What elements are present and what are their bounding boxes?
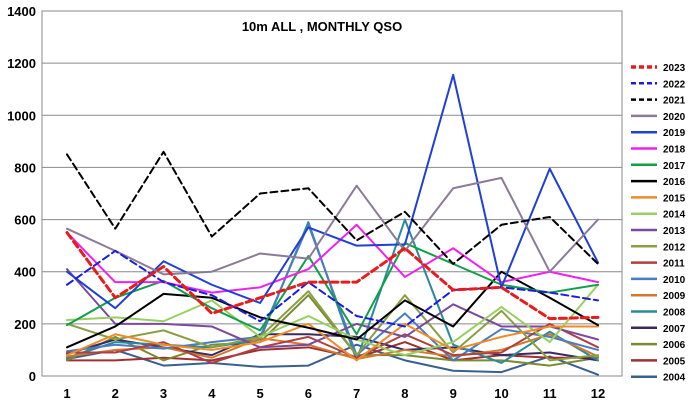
legend-label-2015: 2015 <box>663 193 686 204</box>
series-line-2012 <box>66 290 599 362</box>
legend-label-2019: 2019 <box>663 128 686 139</box>
legend-label-2020: 2020 <box>663 112 686 123</box>
series-line-2016 <box>66 270 599 349</box>
plot-area <box>41 10 623 377</box>
series-line-2010 <box>66 223 599 362</box>
legend-label-2005: 2005 <box>663 356 686 367</box>
x-tick-label: 8 <box>401 386 408 401</box>
legend-label-2008: 2008 <box>663 308 686 319</box>
y-tick-label: 400 <box>14 265 36 280</box>
y-tick-label: 200 <box>14 317 36 332</box>
legend-label-2018: 2018 <box>663 145 686 156</box>
y-tick-label: 800 <box>14 160 36 175</box>
x-tick-label: 5 <box>256 386 263 401</box>
legend-label-2007: 2007 <box>663 324 686 335</box>
series-line-2007 <box>66 333 599 362</box>
legend-label-2014: 2014 <box>663 210 686 221</box>
y-tick-label: 1000 <box>7 108 36 123</box>
x-tick-label: 12 <box>591 386 605 401</box>
series-line-2017 <box>66 242 599 336</box>
y-axis-ticks: 0 200 400 600 800 1000 1200 1400 <box>7 4 36 384</box>
series-line-2019 <box>66 73 599 310</box>
legend-label-2010: 2010 <box>663 275 686 286</box>
legend-label-2012: 2012 <box>663 242 686 253</box>
series-line-2006 <box>66 294 599 367</box>
x-axis-ticks: 1 2 3 4 5 6 7 8 9 10 11 12 <box>63 386 605 401</box>
legend-label-2017: 2017 <box>663 161 686 172</box>
x-tick-label: 2 <box>112 386 119 401</box>
y-tick-label: 0 <box>29 369 36 384</box>
series-line-2015 <box>66 322 599 362</box>
legend-label-2006: 2006 <box>663 340 686 351</box>
y-tick-label: 600 <box>14 213 36 228</box>
series-line-2021 <box>66 150 599 265</box>
series-lines <box>65 73 600 376</box>
series-line-2004 <box>66 343 599 376</box>
x-tick-label: 9 <box>450 386 457 401</box>
x-tick-label: 10 <box>494 386 508 401</box>
x-tick-label: 6 <box>305 386 312 401</box>
legend-label-2016: 2016 <box>663 177 686 188</box>
series-line-2014 <box>66 283 599 357</box>
legend-label-2023: 2023 <box>663 63 686 74</box>
legend-label-2009: 2009 <box>663 291 686 302</box>
x-tick-label: 1 <box>63 386 70 401</box>
legend-label-2011: 2011 <box>663 259 685 270</box>
legend-label-2013: 2013 <box>663 226 686 237</box>
series-line-2022 <box>66 249 599 328</box>
legend-label-2022: 2022 <box>663 79 686 90</box>
x-tick-label: 11 <box>543 386 557 401</box>
series-line-2018 <box>66 223 599 294</box>
legend-label-2021: 2021 <box>663 96 686 107</box>
chart-title: 10m ALL , MONTHLY QSO <box>242 19 402 34</box>
legend-label-2004: 2004 <box>663 373 686 384</box>
legend: 2023 2022 2021 2020 2019 2018 2017 2016 2015 2014… <box>631 63 686 384</box>
x-tick-label: 7 <box>353 386 360 401</box>
x-tick-label: 4 <box>208 386 216 401</box>
series-line-2020 <box>66 176 599 276</box>
x-tick-label: 3 <box>160 386 167 401</box>
series-line-2023 <box>65 231 600 321</box>
y-tick-label: 1400 <box>7 4 36 19</box>
y-tick-label: 1200 <box>7 56 36 71</box>
